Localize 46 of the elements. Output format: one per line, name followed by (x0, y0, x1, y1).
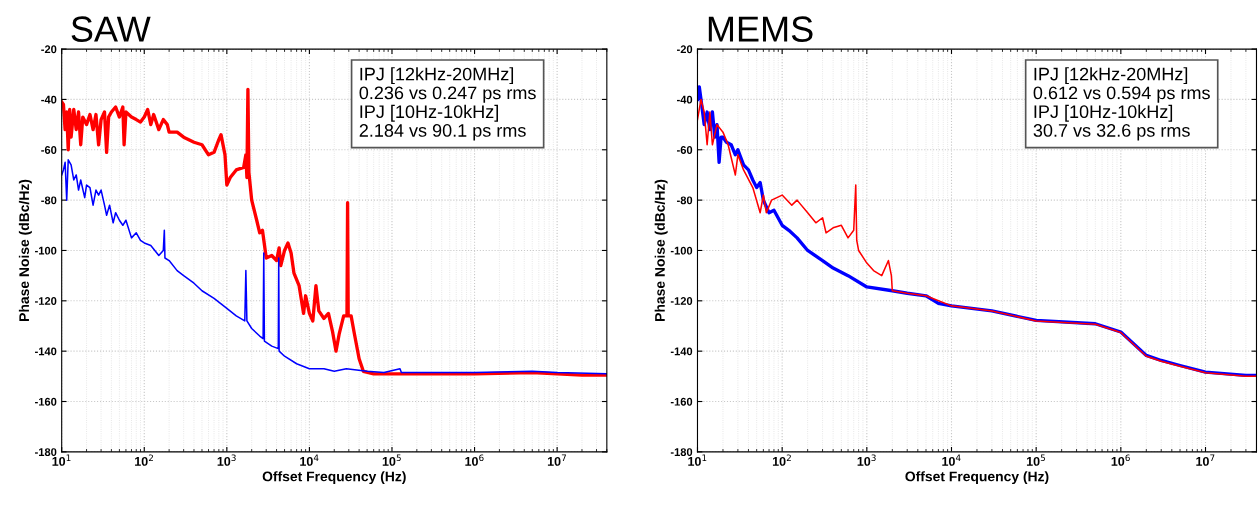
x-tick-label: 10$^{4}$ (942, 454, 961, 466)
y-tick-label: -40 (41, 95, 57, 104)
x-tick-label: 10$^{3}$ (217, 454, 236, 466)
y-tick-label: -60 (677, 146, 693, 154)
x-axis-title: Offset Frequency (Hz) (262, 471, 406, 485)
x-tick-label: 10$^{5}$ (1026, 454, 1045, 466)
y-tick-label: -120 (670, 297, 693, 305)
y-tick-label: -80 (41, 196, 57, 205)
y-tick-label: -100 (35, 246, 57, 255)
x-axis-title: Offset Frequency (Hz) (905, 471, 1049, 485)
y-tick-label: -160 (670, 397, 693, 406)
chart-title: SAW (71, 16, 151, 42)
annotation: IPJ [10Hz-10kHz] (1034, 104, 1173, 122)
y-tick-label: -180 (670, 448, 693, 456)
x-tick-label: 10$^{2}$ (772, 454, 791, 466)
annotation: 0.236 vs 0.247 ps rms (359, 86, 536, 103)
y-tick-label: -140 (670, 347, 693, 356)
y-tick-label: -40 (677, 95, 693, 104)
x-tick-label: 10$^{7}$ (547, 454, 566, 466)
x-tick-label: 10$^{1}$ (688, 454, 707, 466)
y-tick-label: -140 (35, 347, 57, 356)
y-tick-label: -180 (35, 448, 57, 456)
x-tick-label: 10$^{6}$ (1111, 454, 1130, 466)
annotation: IPJ [12kHz-20MHz] (1034, 67, 1188, 85)
x-tick-label: 10$^{4}$ (300, 454, 319, 466)
y-axis-title: Phase Noise (dBc/Hz) (654, 179, 668, 321)
x-tick-label: 10$^{1}$ (52, 454, 71, 466)
y-tick-label: -20 (677, 45, 693, 54)
y-tick-label: -100 (670, 246, 693, 255)
y-tick-label: -160 (35, 397, 57, 406)
x-tick-label: 10$^{7}$ (1196, 454, 1215, 466)
annotation: IPJ [10Hz-10kHz] (360, 104, 498, 122)
y-tick-label: -120 (35, 297, 57, 305)
annotation: IPJ [12kHz-20MHz] (360, 67, 514, 85)
y-tick-label: -60 (41, 146, 57, 154)
annotation: 0.612 vs 0.594 ps rms (1033, 86, 1210, 103)
chart-title: MEMS (708, 16, 813, 42)
annotation: 30.7 vs 32.6 ps rms (1033, 124, 1190, 141)
x-tick-label: 10$^{2}$ (135, 454, 153, 466)
x-tick-label: 10$^{5}$ (382, 454, 401, 466)
x-tick-label: 10$^{6}$ (465, 454, 484, 466)
y-tick-label: -20 (41, 45, 57, 54)
x-tick-label: 10$^{3}$ (857, 454, 876, 466)
y-axis-title: Phase Noise (dBc/Hz) (18, 179, 32, 321)
annotation: 2.184 vs 90.1 ps rms (359, 124, 526, 141)
y-tick-label: -80 (677, 196, 693, 205)
